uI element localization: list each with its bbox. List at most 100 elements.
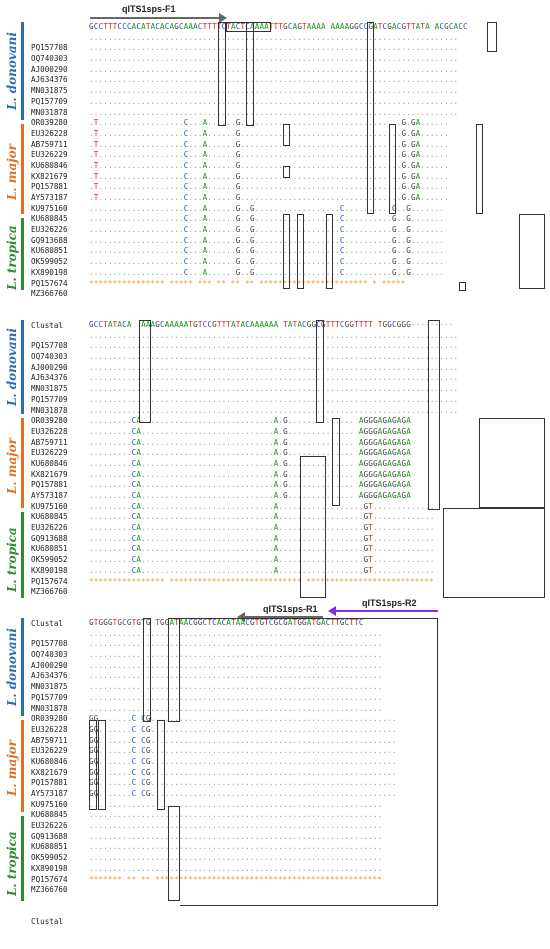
sequence-row: ........................................… <box>89 352 459 362</box>
gap-box <box>157 720 165 810</box>
primer-f1-label: qITS1sps-F1 <box>122 4 176 14</box>
accession-list: PQ157708 OQ740303 AJ000290 AJ634376 MN031875… <box>31 341 68 629</box>
sequence-row: .T..................C...A......G........… <box>89 150 449 160</box>
gap-box <box>428 320 440 510</box>
species-label-donovani: L. donovani <box>5 628 19 706</box>
gap-box <box>300 456 326 598</box>
sequence-row: ....................C...A......G..G.....… <box>89 257 445 267</box>
sequence-grid-1: GCCTTTCCCACATACACAGCAAACTTTTCTACTCAAAATT… <box>89 22 468 289</box>
sequence-row: ........................................… <box>89 639 383 649</box>
sequence-row: ........................................… <box>89 75 459 85</box>
gap-box <box>168 618 180 722</box>
gap-box <box>476 124 483 214</box>
sequence-row: ........................................… <box>89 373 459 383</box>
sequence-row: .........CA............................A… <box>89 416 411 426</box>
gap-box <box>487 22 497 52</box>
sequence-row: ........................................… <box>89 650 383 660</box>
species-bar-donovani <box>21 618 24 716</box>
gap-box <box>139 320 151 423</box>
primer-r2-label: qITS1sps-R2 <box>362 598 417 608</box>
alignment-block-1: qITS1sps-F1 L. donovani L. major L. trop… <box>0 0 550 330</box>
sequence-row: GG.......C CG...........................… <box>89 714 397 724</box>
species-label-tropica: L. tropica <box>5 831 19 896</box>
sequence-row: ........................................… <box>89 86 459 96</box>
gap-box <box>459 282 466 291</box>
gap-box <box>180 618 438 906</box>
sequence-row: .........CA............................A… <box>89 544 435 554</box>
sequence-row: GCCTATACA AAAGCAAAAATGTCCGTTTATACAAAAAA … <box>89 320 454 329</box>
sequence-row: ........................................… <box>89 821 383 831</box>
species-bar-tropica <box>21 512 24 598</box>
sequence-row: ........................................… <box>89 831 383 841</box>
gap-box <box>98 720 106 810</box>
sequence-row: ........................................… <box>89 330 459 340</box>
accession-list: PQ157708 OQ740303 AJ000290 AJ634376 MN031875… <box>31 639 68 927</box>
primer-f1-arrowhead <box>219 13 227 23</box>
species-bar-major <box>21 720 24 812</box>
sequence-row: .........CA............................A… <box>89 501 435 511</box>
sequence-row: ........................................… <box>89 810 383 820</box>
primer-r2-arrow <box>335 610 438 612</box>
sequence-row: ....................C...A......G..G.....… <box>89 235 445 245</box>
gap-box <box>283 214 290 289</box>
sequence-row: GTGGGTGCGTGTG TGGATAACGGCTCACATAACGTGTCG… <box>89 618 364 627</box>
gap-box <box>168 806 180 901</box>
species-label-tropica: L. tropica <box>5 527 19 592</box>
sequence-row: .........CA............................A… <box>89 437 411 447</box>
species-bar-major <box>21 418 24 508</box>
sequence-row: .T..................C...A......G........… <box>89 128 449 138</box>
gap-box <box>316 320 324 423</box>
sequence-row: ........................................… <box>89 384 459 394</box>
gap-box <box>519 214 545 289</box>
gap-box <box>297 214 304 289</box>
species-label-major: L. major <box>5 144 19 200</box>
sequence-row: ........................................… <box>89 64 459 74</box>
gap-box <box>332 418 340 506</box>
sequence-row: ....................C...A......G..G.....… <box>89 225 445 235</box>
sequence-row: GCCTTTCCCACATACACAGCAAACTTTTCTACTCAAAATT… <box>89 22 468 31</box>
sequence-row: GG.......C CG...........................… <box>89 724 397 734</box>
sequence-row: .........CA............................A… <box>89 458 411 468</box>
gap-box <box>367 22 374 214</box>
gap-box <box>479 418 545 508</box>
sequence-row: ........................................… <box>89 671 383 681</box>
species-label-tropica: L. tropica <box>5 225 19 290</box>
sequence-row: GG.......C CG...........................… <box>89 789 397 798</box>
sequence-row: .T..................C...A......G........… <box>89 171 449 181</box>
species-label-major: L. major <box>5 740 19 796</box>
primer-r1-label: qITS1sps-R1 <box>263 604 318 614</box>
sequence-row: .........CA............................A… <box>89 448 411 458</box>
clustal-row: **************** ***********************… <box>89 576 434 586</box>
sequence-row: ........................................… <box>89 107 459 117</box>
sequence-row: ........................................… <box>89 692 383 702</box>
sequence-row: .T..................C...A......G........… <box>89 139 449 149</box>
species-bar-donovani <box>21 22 24 120</box>
sequence-row: .T..................C...A......G........… <box>89 160 449 170</box>
sequence-grid-3: GTGGGTGCGTGTG TGGATAACGGCTCACATAACGTGTCG… <box>89 618 397 885</box>
clustal-row: **************** ***** *** ** ** ** ****… <box>89 278 406 288</box>
sequence-row: .........CA............................A… <box>89 491 411 500</box>
sequence-row: .T..................C...A......G........… <box>89 182 449 192</box>
sequence-row: GG.......C CG...........................… <box>89 756 397 766</box>
gap-box <box>246 22 254 126</box>
species-label-major: L. major <box>5 438 19 494</box>
sequence-row: .........CA............................A… <box>89 533 435 543</box>
sequence-row: .........CA............................A… <box>89 469 411 479</box>
sequence-row: ....................C...A......G..G.....… <box>89 203 445 213</box>
sequence-row: .........CA............................A… <box>89 555 435 565</box>
primer-f1-arrow <box>90 17 220 19</box>
primer-r1-arrowhead <box>237 612 245 622</box>
alignment-block-3: qITS1sps-R2 qITS1sps-R1 L. donovani L. m… <box>0 596 550 926</box>
sequence-row: ........................................… <box>89 341 459 351</box>
sequence-row: .........CA............................A… <box>89 523 435 533</box>
sequence-row: ........................................… <box>89 842 383 852</box>
alignment-block-2: L. donovani L. major L. tropica PQ157708… <box>0 302 550 628</box>
sequence-row: GG.......C CG...........................… <box>89 767 397 777</box>
sequence-row: .T..................C...A......G........… <box>89 193 449 202</box>
sequence-row: ........................................… <box>89 54 459 64</box>
sequence-row: ........................................… <box>89 96 459 106</box>
primer-r2-arrowhead <box>328 606 336 616</box>
gap-box <box>283 166 290 178</box>
species-bar-major <box>21 124 24 214</box>
sequence-row: .........CA............................A… <box>89 426 411 436</box>
